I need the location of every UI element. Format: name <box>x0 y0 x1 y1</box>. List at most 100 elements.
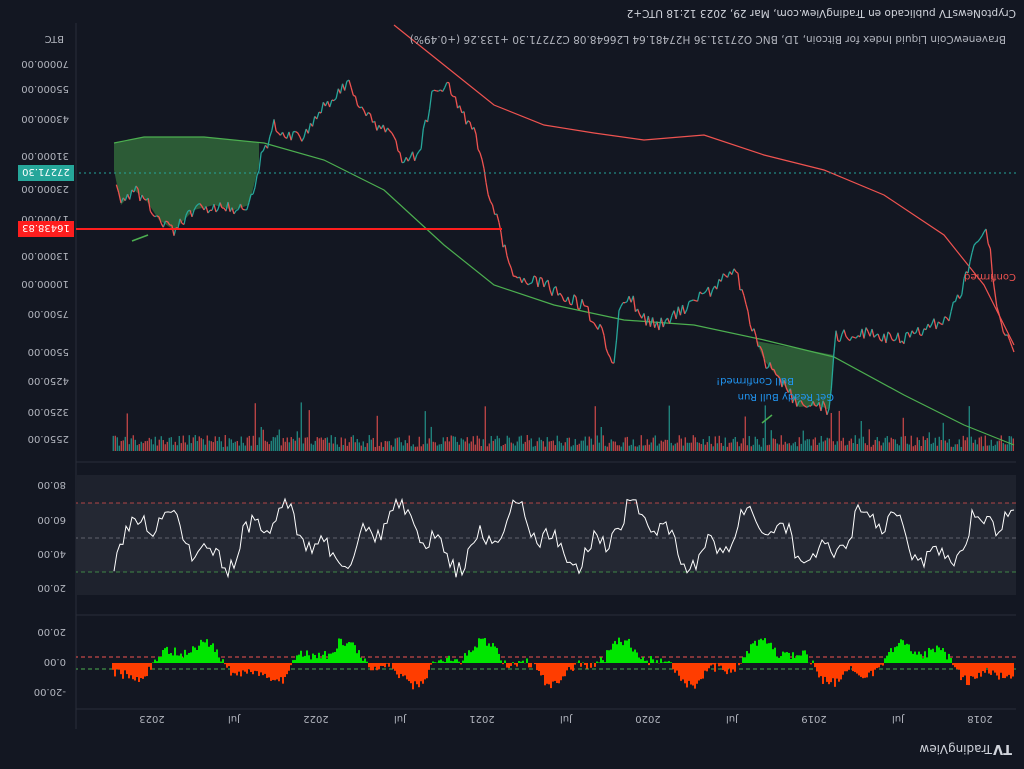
osc-bar-up <box>286 663 288 674</box>
time-axis-tick: Jul <box>726 713 739 724</box>
volume-bar <box>833 441 834 451</box>
osc-bar-down <box>946 659 948 663</box>
osc-bar-down <box>462 661 464 663</box>
volume-bar <box>991 440 992 451</box>
volume-bar <box>947 443 948 451</box>
volume-bar <box>551 441 552 451</box>
osc-bar-up <box>142 663 144 679</box>
osc-bar-down <box>664 662 666 663</box>
volume-bar <box>335 437 336 451</box>
volume-bar <box>683 446 684 451</box>
osc-bar-down <box>156 661 158 663</box>
osc-bar-up <box>372 663 374 670</box>
volume-bar <box>141 442 142 451</box>
volume-bar <box>737 442 738 451</box>
volume-bar <box>911 436 912 451</box>
volume-bar <box>733 439 734 451</box>
time-axis-tick: Jul <box>892 713 905 724</box>
volume-bar <box>423 444 424 451</box>
price-axis-tick: 2550.00 <box>28 433 69 444</box>
osc-bar-up <box>550 663 552 688</box>
volume-bar <box>973 443 974 451</box>
price-axis-tick: 13000.00 <box>21 250 69 261</box>
volume-bar <box>809 439 810 451</box>
price-candle <box>157 216 159 217</box>
osc-bar-down <box>924 651 926 663</box>
osc-bar-up <box>510 663 512 666</box>
osc-bar-up <box>564 663 566 676</box>
osc-bar-down <box>334 652 336 663</box>
time-axis-tick: Jul <box>394 713 407 724</box>
volume-bar <box>275 437 276 451</box>
osc-bar-down <box>350 642 352 663</box>
osc-bar-up <box>982 663 984 671</box>
osc-bar-down <box>596 661 598 663</box>
osc-bar-up <box>992 663 994 671</box>
volume-bar <box>249 436 250 451</box>
osc-bar-down <box>314 655 316 663</box>
osc-bar-down <box>650 656 652 663</box>
osc-bar-up <box>428 663 430 670</box>
brand-mark: TV <box>993 741 1012 756</box>
osc-bar-up <box>962 663 964 677</box>
volume-bar <box>811 446 812 451</box>
osc-bar-down <box>172 655 174 663</box>
osc-bar-up <box>566 663 568 670</box>
osc-bar-up <box>978 663 980 673</box>
volume-bar <box>403 446 404 451</box>
volume-bar <box>149 438 150 451</box>
osc-bar-up <box>386 663 388 664</box>
osc-bar-up <box>960 663 962 680</box>
volume-bar <box>625 437 626 451</box>
osc-bar-up <box>820 663 822 676</box>
osc-bar-up <box>968 663 970 685</box>
volume-bar <box>819 443 820 451</box>
osc-bar-down <box>166 647 168 663</box>
volume-bar <box>173 445 174 451</box>
osc-bar-down <box>356 653 358 663</box>
osc-bar-up <box>562 663 564 676</box>
annotation-confirmed: Confirmed <box>964 271 1016 282</box>
volume-bar <box>949 439 950 451</box>
volume-bar <box>863 437 864 451</box>
volume-bar <box>449 441 450 451</box>
volume-bar <box>725 438 726 451</box>
osc-bar-down <box>520 662 522 663</box>
osc-bar-up <box>262 663 264 675</box>
osc-bar-down <box>344 646 346 663</box>
volume-bar <box>857 444 858 451</box>
osc-bar-up <box>234 663 236 673</box>
osc-bar-up <box>124 663 126 670</box>
volume-bar <box>847 445 848 451</box>
volume-bar <box>251 446 252 451</box>
osc-bar-up <box>816 663 818 671</box>
osc-bar-down <box>152 662 154 663</box>
osc-bar-up <box>266 663 268 678</box>
volume-bar <box>265 441 266 451</box>
volume-bar <box>735 437 736 451</box>
osc-bar-down <box>338 638 340 663</box>
volume-bar <box>431 427 432 451</box>
volume-bar <box>927 438 928 451</box>
volume-bar <box>739 446 740 451</box>
osc-bar-down <box>160 657 162 663</box>
volume-bar <box>921 446 922 451</box>
volume-bar <box>905 436 906 451</box>
osc-bar-down <box>218 657 220 663</box>
osc-bar-down <box>184 650 186 663</box>
price-candle <box>854 337 856 338</box>
osc-bar-down <box>762 640 764 663</box>
volume-bar <box>829 438 830 451</box>
osc-bar-down <box>804 650 806 663</box>
osc-bar-up <box>836 663 838 679</box>
volume-bar <box>989 445 990 451</box>
volume-bar <box>639 445 640 451</box>
osc-bar-up <box>136 663 138 677</box>
osc-bar-down <box>612 644 614 663</box>
volume-bar <box>781 435 782 451</box>
volume-bar <box>851 439 852 451</box>
osc-bar-down <box>512 662 514 663</box>
osc-bar-up <box>878 663 880 667</box>
volume-bar <box>279 430 280 451</box>
